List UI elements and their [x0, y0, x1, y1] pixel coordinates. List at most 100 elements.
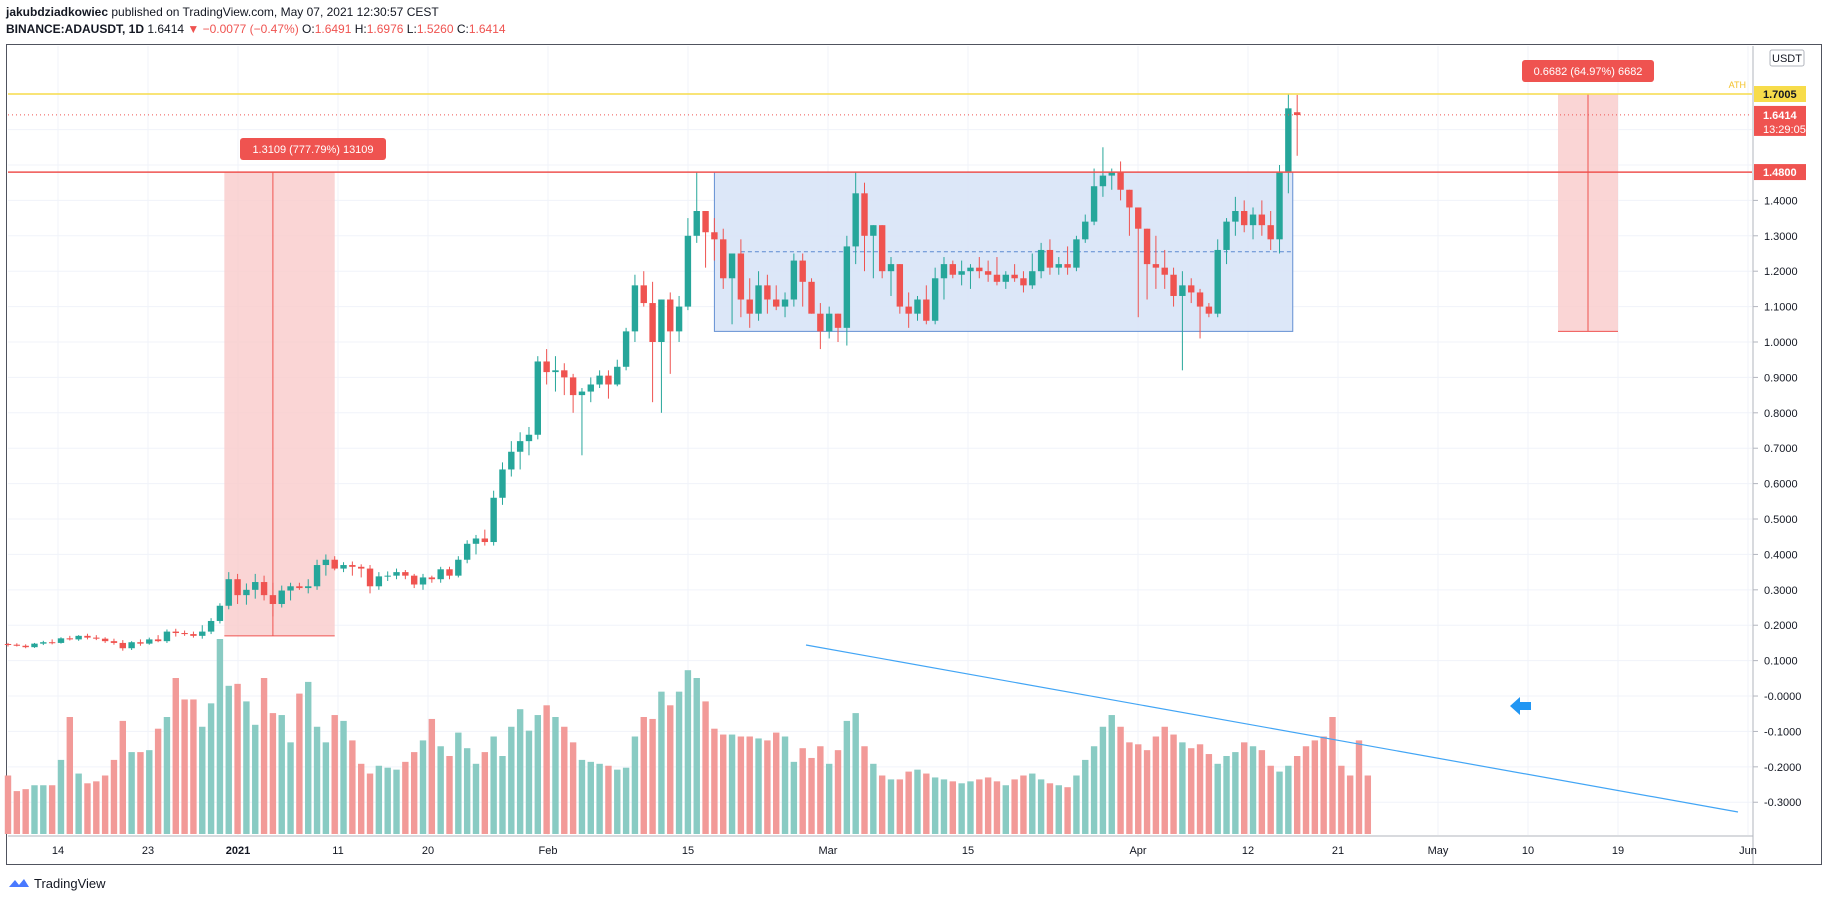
volume-bar [1355, 740, 1363, 834]
candle [1232, 196, 1239, 236]
candle [1258, 200, 1266, 236]
ath-price-tag-bg [1754, 86, 1806, 102]
candle [207, 618, 215, 635]
candle [199, 625, 206, 639]
volume-bars [4, 639, 1372, 834]
candle [702, 211, 709, 268]
volume-bar [366, 773, 374, 834]
volume-bar [1249, 746, 1257, 834]
volume-trendline[interactable] [805, 644, 1739, 813]
volume-bar [914, 769, 921, 834]
measure-label-2: 0.6682 (64.97%) 6682 [1534, 66, 1643, 78]
volume-bar [1108, 715, 1115, 834]
volume-bar [1241, 742, 1248, 834]
last-price-tag-bg [1754, 105, 1806, 136]
candle [375, 572, 383, 590]
volume-bar [1099, 726, 1107, 834]
volume-bar [1320, 736, 1327, 834]
measure-labels: 1.3109 (777.79%) 13109 0.6682 (64.97%) 6… [240, 60, 1654, 160]
time-tick-label: 23 [142, 845, 154, 857]
candle [631, 274, 639, 342]
low-label: L: [406, 22, 417, 36]
volume-bar [252, 724, 259, 834]
candle [905, 292, 912, 328]
volume-bar [790, 761, 798, 834]
footer-brand[interactable]: TradingView [34, 876, 106, 891]
volume-bar [384, 767, 391, 834]
ath-label: ATH [1729, 80, 1746, 90]
candle [84, 633, 91, 640]
volume-bar [313, 726, 321, 834]
volume-bar [728, 734, 736, 834]
volume-bar [1046, 783, 1054, 834]
candle [737, 239, 745, 318]
publish-info: published on TradingView.com, May 07, 20… [111, 5, 439, 19]
volume-bar [1346, 775, 1354, 834]
candle [419, 573, 427, 590]
volume-bar [331, 715, 338, 834]
volume-bar [525, 730, 533, 834]
ath-price-tag: 1.7005 [1763, 89, 1797, 101]
currency-box[interactable] [1769, 49, 1805, 67]
candle [137, 639, 144, 646]
candle [1082, 214, 1089, 243]
volume-bar [1152, 736, 1160, 834]
candle [119, 640, 126, 651]
volume-bar [817, 746, 824, 834]
price-tick-label: -0.2000 [1764, 762, 1801, 774]
volume-bar [1285, 765, 1292, 834]
volume-bar [1223, 756, 1230, 834]
volume-bar [870, 763, 877, 834]
candle [1073, 235, 1080, 272]
measure-label-1: 1.3109 (777.79%) 13109 [252, 144, 373, 156]
candle [234, 573, 241, 604]
tradingview-logo-icon[interactable] [8, 877, 30, 891]
price-tick-label: 0.8000 [1764, 408, 1798, 420]
candle [614, 359, 621, 387]
author-name[interactable]: jakubdziadkowiec [6, 5, 109, 19]
candle [1064, 246, 1071, 275]
volume-bar [1037, 779, 1045, 834]
candle [48, 639, 56, 645]
candle [1241, 200, 1248, 233]
volume-bar [1302, 746, 1310, 834]
volume-bar [1276, 771, 1283, 834]
candle [923, 285, 930, 325]
candle [287, 582, 294, 601]
candle [331, 556, 338, 571]
candle [428, 575, 436, 583]
measure-box-1[interactable] [224, 172, 335, 636]
price-axis[interactable]: 1.4000 1.3000 1.2000 1.1000 1.0000 0.9000 0.80… [1752, 46, 1801, 864]
volume-bar [658, 691, 665, 834]
candle [1214, 239, 1221, 318]
volume-bar [4, 775, 12, 834]
candle [534, 356, 541, 440]
candle [817, 303, 824, 350]
volume-bar [119, 720, 126, 834]
candle [711, 218, 718, 261]
candle [843, 235, 851, 346]
candle [561, 363, 568, 396]
candle [1011, 264, 1018, 282]
candle [1126, 189, 1133, 236]
volume-bar [40, 785, 47, 834]
volume-bar [305, 681, 312, 834]
time-axis[interactable]: 14 23 2021 11 20 Feb 15 Mar 15 Apr 12 21 May 10 19 Jun [8, 835, 1757, 857]
volume-bar [764, 740, 771, 834]
candle [154, 635, 162, 643]
candle [181, 630, 188, 636]
volume-bar [516, 709, 524, 834]
currency-label: USDT [1772, 53, 1802, 65]
volume-bar [1232, 752, 1239, 834]
candle [896, 264, 904, 314]
volume-bar [260, 678, 268, 834]
candle [693, 172, 700, 243]
candle [1046, 239, 1054, 275]
candle [1055, 257, 1062, 275]
volume-bar [234, 683, 241, 834]
volume-bar [1161, 726, 1168, 834]
volume-bar [13, 791, 21, 834]
time-tick-label: 14 [52, 845, 64, 857]
last-price-tag: 1.6414 [1763, 110, 1798, 122]
